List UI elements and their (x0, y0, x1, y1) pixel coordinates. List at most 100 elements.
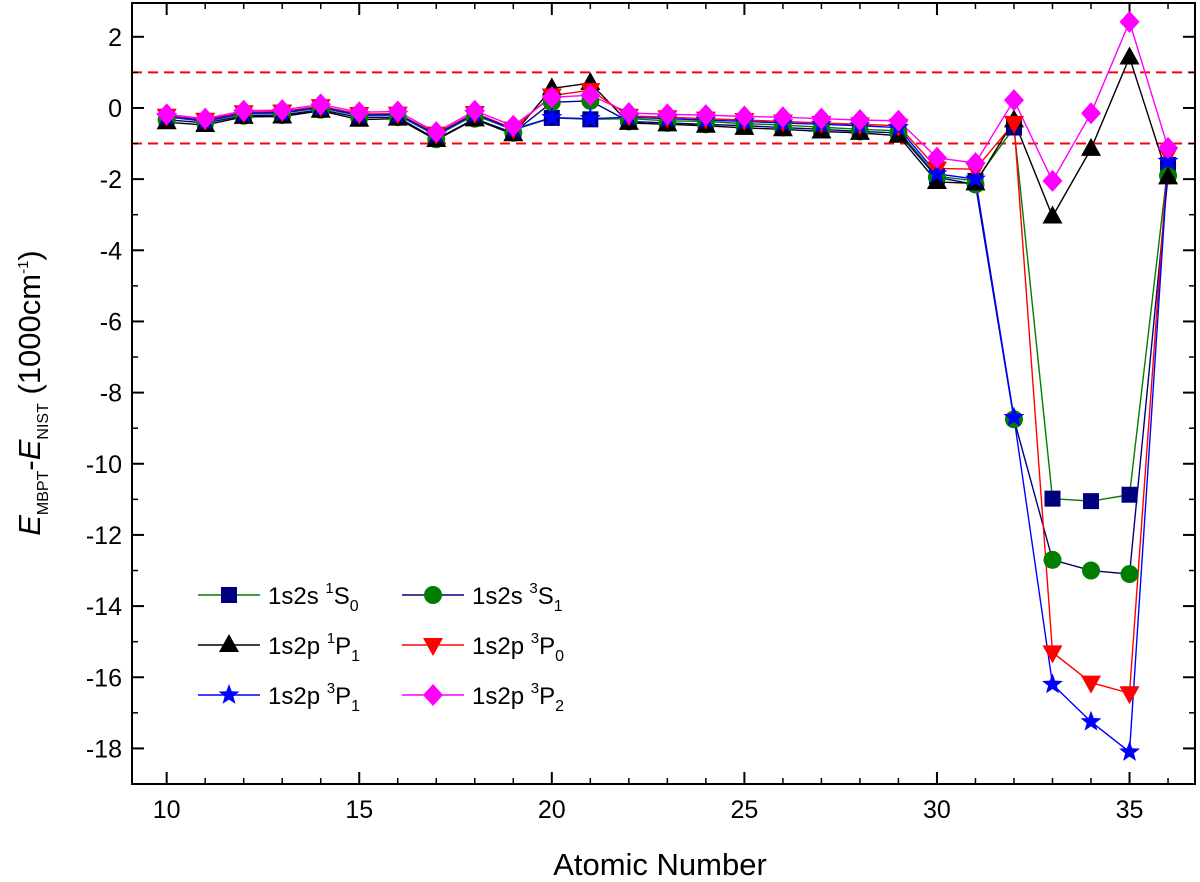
y-axis-title-unit-close: ) (12, 250, 47, 260)
legend-marker (221, 587, 237, 603)
data-point (1003, 89, 1024, 112)
data-point (1080, 710, 1102, 731)
x-axis-title: Atomic Number (553, 847, 767, 882)
y-tick-label: -16 (86, 664, 122, 692)
data-point (272, 99, 293, 122)
data-point (1043, 550, 1062, 569)
data-point (1042, 169, 1063, 192)
y-axis-title-dash: - (12, 460, 47, 470)
x-tick-label: 20 (538, 796, 566, 824)
data-point (1044, 490, 1061, 507)
series-markers-1 (157, 91, 1178, 584)
data-point (695, 104, 716, 127)
data-point (1081, 102, 1102, 125)
data-point (195, 107, 216, 130)
y-axis-title: EMBPT-ENIST (1000cm-1) (12, 250, 52, 536)
series-markers-5 (156, 10, 1179, 192)
x-tick-label: 35 (1116, 796, 1144, 824)
legend-item: 1s2p 1P1 (198, 630, 360, 665)
y-tick-label: -2 (100, 166, 122, 194)
data-point (1158, 136, 1179, 159)
y-tick-label: -4 (100, 237, 122, 265)
legend: 1s2s 1S0 1s2s 3S1 1s2p 1P1 1s2p 3P0 1s2p 3P1… (198, 580, 564, 715)
data-point (811, 107, 832, 130)
x-axis: 10 15 20 25 30 35 (153, 3, 1169, 824)
data-point (1042, 673, 1063, 694)
data-point (1157, 150, 1179, 171)
legend-marker (423, 638, 443, 656)
data-point (349, 101, 370, 124)
legend-marker (424, 586, 442, 604)
data-point (1119, 740, 1140, 761)
legend-label: 1s2s 3S1 (472, 580, 563, 615)
legend-label: 1s2p 1P1 (268, 630, 360, 665)
data-point (926, 162, 948, 183)
x-tick-label: 25 (730, 796, 758, 824)
legend-item: 1s2p 3P1 (198, 680, 360, 715)
data-point (1003, 406, 1025, 427)
series-markers-3 (156, 83, 1179, 705)
series-markers-0 (158, 99, 1177, 510)
y-tick-label: -10 (86, 451, 122, 479)
data-point (580, 84, 601, 107)
series-2 (166, 55, 1169, 219)
data-point (1083, 493, 1100, 510)
legend-item: 1s2s 3S1 (402, 580, 563, 615)
y-axis: 2 0 -2 -4 -6 -8 -10 -12 -14 -16 -18 (86, 24, 1195, 785)
series-markers-4 (156, 96, 1179, 761)
legend-item: 1s2s 1S0 (198, 580, 359, 615)
y-axis-title-e2: E (12, 439, 47, 460)
y-tick-label: 2 (108, 24, 122, 52)
data-point (1042, 645, 1063, 664)
data-point (888, 109, 909, 132)
data-point (849, 109, 870, 132)
data-point (965, 168, 986, 189)
reference-lines (132, 71, 1195, 145)
data-point (1081, 137, 1102, 156)
x-tick-label: 15 (345, 796, 373, 824)
data-point (426, 121, 447, 144)
legend-label: 1s2s 1S0 (268, 580, 359, 615)
series-layer (156, 10, 1179, 761)
y-axis-title-e2-sub: NIST (35, 403, 52, 440)
data-point (579, 107, 601, 128)
data-point (541, 86, 562, 109)
data-point (156, 103, 177, 126)
legend-item: 1s2p 3P0 (402, 630, 564, 665)
data-point (1119, 46, 1140, 65)
data-point (1003, 115, 1024, 134)
data-point (1081, 675, 1102, 694)
legend-marker (219, 634, 239, 652)
legend-marker (423, 684, 443, 706)
y-tick-label: -12 (86, 522, 122, 550)
y-tick-label: -6 (100, 308, 122, 336)
data-point (387, 100, 408, 123)
data-point (1121, 486, 1138, 503)
data-point (772, 106, 793, 129)
data-point (1120, 565, 1139, 584)
data-point (1042, 205, 1063, 224)
y-tick-label: 0 (108, 95, 122, 123)
y-tick-label: -18 (86, 735, 122, 763)
data-point (541, 106, 563, 127)
x-tick-label: 30 (923, 796, 951, 824)
y-axis-title-e1-sub: MBPT (35, 470, 52, 515)
data-point (1119, 686, 1140, 705)
data-point (1082, 561, 1101, 580)
legend-label: 1s2p 3P0 (472, 630, 564, 665)
data-point (503, 114, 524, 137)
y-axis-title-unit-sup: -1 (15, 261, 32, 274)
data-point (618, 101, 639, 124)
legend-item: 1s2p 3P2 (402, 680, 564, 715)
y-tick-label: -14 (86, 593, 122, 621)
data-point (233, 99, 254, 122)
data-point (1119, 10, 1140, 33)
data-point (734, 105, 755, 128)
legend-label: 1s2p 3P1 (268, 680, 360, 715)
y-axis-title-e1: E (12, 515, 47, 536)
y-tick-label: -8 (100, 380, 122, 408)
y-axis-title-unit-open: (1000cm (12, 274, 47, 403)
data-point (657, 103, 678, 126)
data-point (1158, 166, 1179, 185)
